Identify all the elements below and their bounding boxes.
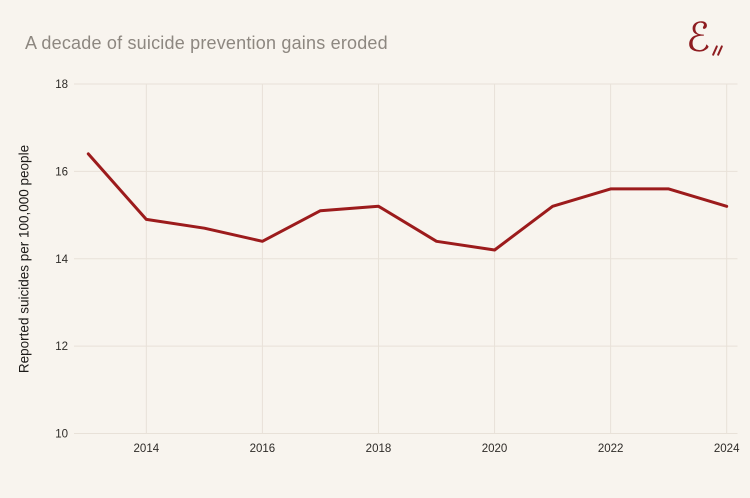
chart-title: A decade of suicide prevention gains ero… <box>25 33 388 53</box>
brand-logo: ℰ <box>686 14 728 66</box>
y-tick-label: 16 <box>55 166 68 178</box>
y-tick-label: 10 <box>55 429 68 441</box>
logo-script-e-icon: ℰ <box>686 15 711 61</box>
x-tick-label: 2016 <box>250 443 276 455</box>
y-tick-label: 12 <box>55 341 68 353</box>
data-line-series <box>86 152 729 252</box>
x-tick-label: 2024 <box>714 443 740 455</box>
x-tick-label: 2020 <box>482 443 508 455</box>
x-tick-label: 2018 <box>366 443 392 455</box>
x-tick-label: 2014 <box>134 443 160 455</box>
y-tick-label: 14 <box>55 254 68 266</box>
y-tick-label: 18 <box>55 79 68 91</box>
x-tick-label: 2022 <box>598 443 624 455</box>
